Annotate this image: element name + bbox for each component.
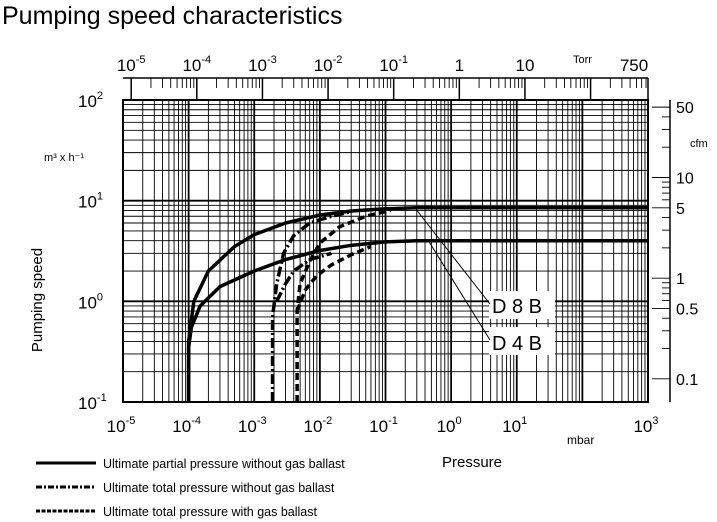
y-tick-label: 10-1 <box>78 392 107 413</box>
legend-label: Ultimate total pressure without gas ball… <box>103 481 335 495</box>
series-group <box>186 206 648 402</box>
annotation-d4b: D 4 B <box>492 333 542 355</box>
axes: 10-5 10-4 10-3 10-2 10-1 100 101 10310210110010… <box>78 54 698 436</box>
right-tick-label: 0.1 <box>676 372 698 389</box>
right-tick-label: 1 <box>676 271 685 288</box>
series-line <box>295 208 392 402</box>
right-unit-label: cfm <box>690 138 708 150</box>
grid <box>122 99 649 403</box>
x-tick-label: 101 <box>502 415 527 436</box>
legend: Ultimate partial pressure without gas ba… <box>36 457 345 519</box>
top-tick-label: 10-1 <box>379 54 408 75</box>
top-tick-label: 750 <box>620 56 648 75</box>
x-tick-label: 10-1 <box>369 415 398 436</box>
x-unit-label: mbar <box>567 433 594 447</box>
right-tick-label: 0.5 <box>676 301 698 318</box>
top-tick-label: 10-3 <box>248 54 277 75</box>
y-unit-label: m³ x h⁻¹ <box>44 152 84 164</box>
chart-title: Pumping speed characteristics <box>2 2 342 30</box>
x-axis-label: Pressure <box>442 454 502 471</box>
top-tick-label: 10-5 <box>117 54 146 75</box>
y-tick-label: 102 <box>78 90 103 111</box>
top-tick-label: 10 <box>515 56 534 75</box>
leader-line-d4b <box>427 239 491 341</box>
leader-line-d8b <box>414 207 491 305</box>
annotation-box-d8b <box>489 291 555 319</box>
annotation-box-d4b <box>489 327 555 355</box>
series-line <box>270 209 352 402</box>
right-tick-label: 5 <box>676 201 685 218</box>
annotation-d8b: D 8 B <box>492 296 542 318</box>
legend-label: Ultimate partial pressure without gas ba… <box>103 457 345 471</box>
top-tick-label: 10-2 <box>314 54 343 75</box>
x-tick-label: 10-2 <box>304 415 333 436</box>
series-line <box>295 244 372 312</box>
top-tick-label: 1 <box>455 56 464 75</box>
x-tick-label: 103 <box>633 415 658 436</box>
legend-label: Ultimate total pressure with gas ballast <box>103 505 318 519</box>
top-unit-label: Torr <box>573 54 592 66</box>
right-tick-label: 10 <box>676 170 694 187</box>
x-tick-label: 10-4 <box>172 415 201 436</box>
top-tick-label: 10-4 <box>182 54 211 75</box>
x-tick-label: 100 <box>437 415 462 436</box>
y-tick-label: 101 <box>78 191 103 212</box>
series-line <box>275 251 332 303</box>
y-tick-label: 100 <box>78 291 103 312</box>
series-line <box>186 238 648 402</box>
plot-frame <box>122 99 649 403</box>
right-tick-label: 50 <box>676 100 694 117</box>
y-axis-label: Pumping speed <box>29 248 46 352</box>
x-tick-label: 10-3 <box>238 415 267 436</box>
x-tick-label: 10-5 <box>107 415 136 436</box>
series-line <box>186 206 648 402</box>
